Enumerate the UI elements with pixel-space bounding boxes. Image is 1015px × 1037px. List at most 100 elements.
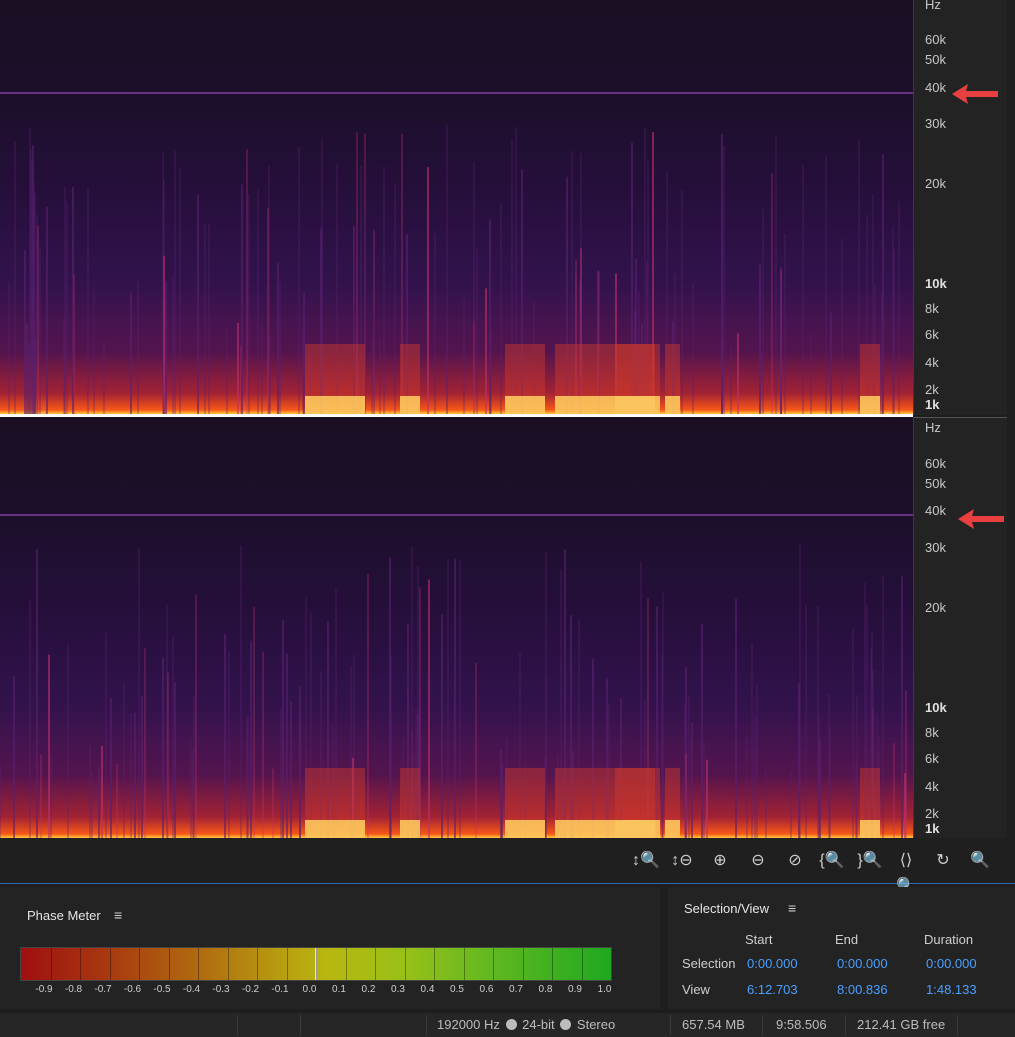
ruler-tick: 30k bbox=[925, 540, 946, 555]
panel-title: Phase Meter bbox=[27, 908, 101, 923]
ruler-tick: 4k bbox=[925, 355, 939, 370]
meter-segment-divider bbox=[257, 948, 258, 980]
zoom-selection-icon[interactable]: ⟨⟩🔍 bbox=[896, 852, 916, 895]
meter-segment-divider bbox=[316, 948, 317, 980]
selection-start-field[interactable]: 0:00.000 bbox=[747, 956, 798, 971]
zoom-in-left-icon[interactable]: {🔍 bbox=[819, 852, 845, 869]
channel-mode: Stereo bbox=[576, 1017, 616, 1032]
ruler-tick: 2k bbox=[925, 382, 939, 397]
ruler-tick: 50k bbox=[925, 476, 946, 491]
panel-menu-icon[interactable]: ≡ bbox=[114, 907, 123, 923]
separator-dot-icon bbox=[560, 1019, 572, 1030]
file-size: 657.54 MB bbox=[682, 1017, 745, 1032]
view-start-field[interactable]: 6:12.703 bbox=[747, 982, 798, 997]
column-header-end: End bbox=[835, 932, 859, 947]
frequency-ruler-channel-2[interactable]: Hz 60k 50k 40k 30k 20k 10k 8k 6k 4k 2k 1… bbox=[913, 417, 1007, 839]
meter-segment-divider bbox=[522, 948, 524, 980]
meter-scale-label: -0.8 bbox=[64, 984, 83, 995]
ruler-tick: 2k bbox=[925, 806, 939, 821]
ruler-tick: 40k bbox=[925, 80, 946, 95]
meter-segment-divider bbox=[404, 948, 406, 980]
free-space: 212.41 GB free bbox=[857, 1017, 946, 1032]
ruler-tick: 10k bbox=[925, 700, 947, 715]
meter-scale-label: -0.7 bbox=[94, 984, 112, 995]
zoom-in-right-icon[interactable]: }🔍 bbox=[857, 852, 883, 869]
ruler-tick: 20k bbox=[925, 600, 946, 615]
ruler-tick: 6k bbox=[925, 751, 939, 766]
frequency-ruler-channel-1[interactable]: Hz 60k 50k 40k 30k 20k 10k 8k 6k 4k 2k 1… bbox=[913, 0, 1007, 415]
meter-scale-label: 0.6 bbox=[479, 984, 494, 995]
meter-scale-label: 0.8 bbox=[538, 984, 553, 995]
status-audio-format: 192000 Hz 24-bit Stereo bbox=[437, 1017, 615, 1032]
zoom-in-time-icon[interactable]: ⊕ bbox=[713, 852, 727, 869]
meter-segment-divider bbox=[80, 948, 81, 980]
column-header-start: Start bbox=[745, 932, 773, 947]
meter-scale-label: 0.9 bbox=[568, 984, 582, 995]
meter-segment-divider bbox=[345, 948, 347, 980]
ruler-tick: Hz bbox=[925, 420, 941, 435]
total-duration: 9:58.506 bbox=[776, 1017, 827, 1032]
ruler-tick: 1k bbox=[925, 397, 940, 412]
view-row-label: View bbox=[682, 982, 710, 997]
zoom-in-amplitude-icon[interactable]: ↕🔍 bbox=[632, 852, 660, 869]
ruler-tick: 6k bbox=[925, 327, 939, 342]
meter-scale-label: 0.4 bbox=[420, 984, 435, 995]
panel-menu-icon[interactable]: ≡ bbox=[788, 900, 797, 916]
meter-segment-divider bbox=[286, 948, 288, 980]
selection-duration-field[interactable]: 0:00.000 bbox=[926, 956, 977, 971]
annotation-arrow-icon bbox=[958, 509, 1004, 529]
meter-segment-divider bbox=[168, 948, 170, 980]
ruler-tick: 8k bbox=[925, 301, 939, 316]
meter-scale-label: -0.2 bbox=[241, 984, 260, 995]
spectrogram-texture bbox=[0, 92, 913, 414]
zoom-out-amplitude-icon[interactable]: ↕⊖ bbox=[671, 852, 693, 869]
bit-depth: 24-bit bbox=[522, 1017, 555, 1032]
selection-end-field[interactable]: 0:00.000 bbox=[837, 956, 888, 971]
column-header-duration: Duration bbox=[924, 932, 974, 947]
ruler-tick: 60k bbox=[925, 456, 946, 471]
ruler-tick: 50k bbox=[925, 52, 946, 67]
channel-divider bbox=[0, 414, 913, 417]
zoom-out-full-icon[interactable]: ⊘ bbox=[788, 852, 802, 869]
meter-scale-label: 1.0 bbox=[597, 984, 612, 995]
meter-segment-divider bbox=[552, 948, 553, 980]
phase-meter-scale: -0.9 -0.8 -0.7 -0.6 -0.5 -0.4 -0.3 -0.2 -0.1 0.0 0… bbox=[20, 984, 612, 998]
meter-scale-label: -0.3 bbox=[212, 984, 230, 995]
phase-meter-panel: Phase Meter ≡ -0.9 -0.8 -0.7 -0.6 -0.5 -0.4 -0… bbox=[0, 887, 660, 1009]
meter-scale-label: -0.4 bbox=[182, 984, 201, 995]
meter-segment-divider bbox=[434, 948, 435, 980]
ruler-tick: 60k bbox=[925, 32, 946, 47]
meter-scale-label: -0.6 bbox=[123, 984, 142, 995]
meter-segment-divider bbox=[463, 948, 465, 980]
spectrogram-channel-1[interactable] bbox=[0, 0, 913, 414]
meter-scale-label: -0.9 bbox=[35, 984, 53, 995]
meter-scale-label: 0.0 bbox=[302, 984, 317, 995]
zoom-toolbar: ↕🔍 ↕⊖ ⊕ ⊖ ⊘ {🔍 }🔍 ⟨⟩🔍 ↻ 🔍 bbox=[0, 838, 1015, 895]
zoom-disabled-icon: 🔍 bbox=[970, 852, 990, 869]
ruler-tick: 4k bbox=[925, 779, 939, 794]
status-bar: 192000 Hz 24-bit Stereo 657.54 MB 9:58.5… bbox=[0, 1013, 1015, 1037]
ruler-tick: 30k bbox=[925, 116, 946, 131]
meter-segment-divider bbox=[50, 948, 52, 980]
meter-segment-divider bbox=[227, 948, 229, 980]
ruler-tick: 8k bbox=[925, 725, 939, 740]
meter-segment-divider bbox=[198, 948, 199, 980]
zoom-reset-icon[interactable]: ↻ bbox=[936, 852, 950, 869]
spectrogram-texture bbox=[0, 514, 913, 838]
meter-segment-divider bbox=[375, 948, 376, 980]
selection-view-panel: Selection/View ≡ Start End Duration Sele… bbox=[668, 887, 1015, 1009]
spectrogram-channel-2[interactable] bbox=[0, 417, 913, 838]
view-end-field[interactable]: 8:00.836 bbox=[837, 982, 888, 997]
meter-scale-label: 0.7 bbox=[509, 984, 523, 995]
view-duration-field[interactable]: 1:48.133 bbox=[926, 982, 977, 997]
phase-meter-bar bbox=[20, 947, 612, 981]
zoom-out-time-icon[interactable]: ⊖ bbox=[751, 852, 765, 869]
sample-rate: 192000 Hz bbox=[437, 1017, 500, 1032]
meter-scale-label: 0.2 bbox=[361, 984, 376, 995]
meter-segment-divider bbox=[109, 948, 111, 980]
panel-title: Selection/View bbox=[684, 901, 770, 916]
meter-center-line bbox=[315, 948, 317, 980]
meter-segment-divider bbox=[493, 948, 494, 980]
ruler-tick: 1k bbox=[925, 821, 940, 836]
meter-scale-label: 0.5 bbox=[450, 984, 464, 995]
